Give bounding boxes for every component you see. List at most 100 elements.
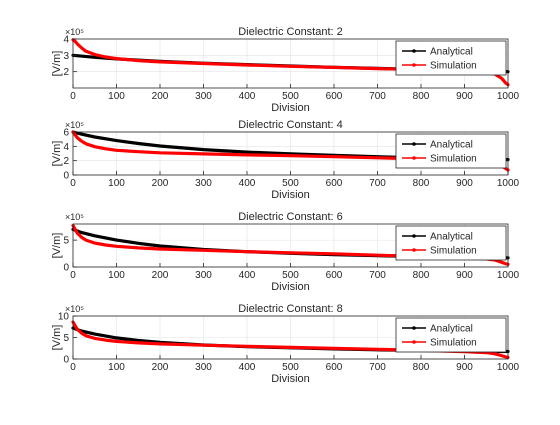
x-tick-label: 500 <box>282 362 299 373</box>
subplot-3: 0 100 200 300 400 500 600 700 800 900 1000 0 5 ×10⁵ Di… <box>51 211 520 293</box>
y-tick-label: 0 <box>63 263 69 274</box>
legend-label: Simulation <box>430 246 477 257</box>
x-tick-label: 0 <box>70 178 76 189</box>
x-axis-label: Division <box>271 373 310 385</box>
x-tick-label: 0 <box>70 362 76 373</box>
x-tick-label: 300 <box>195 178 212 189</box>
chart-title: Dielectric Constant: 4 <box>238 119 343 131</box>
y-tick-label: 4 <box>63 142 69 153</box>
y-exponent-label: ×10⁵ <box>65 27 84 37</box>
x-tick-label: 1000 <box>497 91 520 102</box>
legend-label: Simulation <box>430 61 477 72</box>
legend-label: Analytical <box>430 47 473 58</box>
x-tick-label: 300 <box>195 91 212 102</box>
legend: Analytical Simulation <box>395 40 507 76</box>
x-tick-label: 1000 <box>497 270 520 281</box>
y-tick-label: 3 <box>63 51 69 62</box>
y-tick-label: 5 <box>63 333 69 344</box>
legend-marker <box>412 340 416 344</box>
subplot-2: 0 100 200 300 400 500 600 700 800 900 10000246×10⁵… <box>51 119 520 201</box>
x-tick-label: 500 <box>282 270 299 281</box>
legend-box <box>395 133 507 169</box>
legend: Analytical Simulation <box>395 317 507 353</box>
chart-title: Dielectric Constant: 2 <box>238 26 343 38</box>
y-exponent-label: ×10⁵ <box>65 212 84 222</box>
x-tick-label: 400 <box>239 91 256 102</box>
x-tick-label: 1000 <box>497 362 520 373</box>
x-tick-label: 800 <box>413 270 430 281</box>
x-axis-label: Division <box>271 102 310 114</box>
x-tick-label: 500 <box>282 178 299 189</box>
x-tick-label: 700 <box>369 178 386 189</box>
x-tick-label: 200 <box>152 91 169 102</box>
y-tick-label: 4 <box>63 35 69 46</box>
legend-marker <box>412 326 416 330</box>
legend-box <box>395 40 507 76</box>
x-tick-label: 200 <box>152 178 169 189</box>
y-axis-label: [V/m] <box>51 141 63 167</box>
subplot-4: 0 100 200 300 400 500 600 700 800 900 1000 0 5 10×10⁵… <box>51 303 520 385</box>
x-tick-label: 300 <box>195 362 212 373</box>
x-tick-label: 900 <box>456 270 473 281</box>
x-tick-label: 400 <box>239 178 256 189</box>
legend-label: Analytical <box>430 232 473 243</box>
y-tick-label: 2 <box>63 156 69 167</box>
x-tick-label: 500 <box>282 91 299 102</box>
x-tick-label: 100 <box>108 91 125 102</box>
x-tick-label: 900 <box>456 178 473 189</box>
chart-title: Dielectric Constant: 6 <box>238 211 343 223</box>
legend-label: Analytical <box>430 324 473 335</box>
x-tick-label: 600 <box>326 270 343 281</box>
x-tick-label: 200 <box>152 270 169 281</box>
legend-marker <box>412 248 416 252</box>
legend-marker <box>412 234 416 238</box>
y-exponent-label: ×10⁵ <box>65 304 84 314</box>
legend-label: Simulation <box>430 338 477 349</box>
legend-label: Analytical <box>430 140 473 151</box>
x-tick-label: 0 <box>70 270 76 281</box>
x-tick-label: 600 <box>326 91 343 102</box>
x-tick-label: 800 <box>413 362 430 373</box>
legend-marker <box>412 63 416 67</box>
y-tick-label: 6 <box>63 128 69 139</box>
x-tick-label: 700 <box>369 91 386 102</box>
x-tick-label: 700 <box>369 362 386 373</box>
legend: Analytical Simulation <box>395 225 507 261</box>
x-tick-label: 400 <box>239 362 256 373</box>
x-tick-label: 1000 <box>497 178 520 189</box>
legend-marker <box>412 142 416 146</box>
x-tick-label: 600 <box>326 178 343 189</box>
legend-label: Simulation <box>430 154 477 165</box>
x-tick-label: 400 <box>239 270 256 281</box>
y-tick-label: 2 <box>63 67 69 78</box>
x-tick-label: 200 <box>152 362 169 373</box>
y-tick-label: 10 <box>58 312 70 323</box>
y-axis-label: [V/m] <box>51 51 63 77</box>
legend-marker <box>412 49 416 53</box>
series-line-simulation <box>71 320 510 360</box>
x-tick-label: 900 <box>456 362 473 373</box>
legend-box <box>395 317 507 353</box>
x-axis-label: Division <box>271 189 310 201</box>
x-tick-label: 600 <box>326 362 343 373</box>
legend-marker <box>412 156 416 160</box>
y-tick-label: 0 <box>63 355 69 366</box>
x-tick-label: 700 <box>369 270 386 281</box>
legend-box <box>395 225 507 261</box>
x-tick-label: 300 <box>195 270 212 281</box>
x-tick-label: 100 <box>108 362 125 373</box>
x-tick-label: 100 <box>108 270 125 281</box>
y-axis-label: [V/m] <box>51 233 63 259</box>
x-tick-label: 800 <box>413 91 430 102</box>
x-tick-label: 0 <box>70 91 76 102</box>
subplot-1: 0 100 200 300 400 500 600 700 800 900 1000 2 3 4×10⁵ D… <box>51 26 520 114</box>
y-tick-label: 5 <box>63 236 69 247</box>
y-axis-label: [V/m] <box>51 325 63 351</box>
legend: Analytical Simulation <box>395 133 507 169</box>
x-tick-label: 900 <box>456 91 473 102</box>
x-axis-label: Division <box>271 281 310 293</box>
x-tick-label: 100 <box>108 178 125 189</box>
chart-title: Dielectric Constant: 8 <box>238 303 343 315</box>
